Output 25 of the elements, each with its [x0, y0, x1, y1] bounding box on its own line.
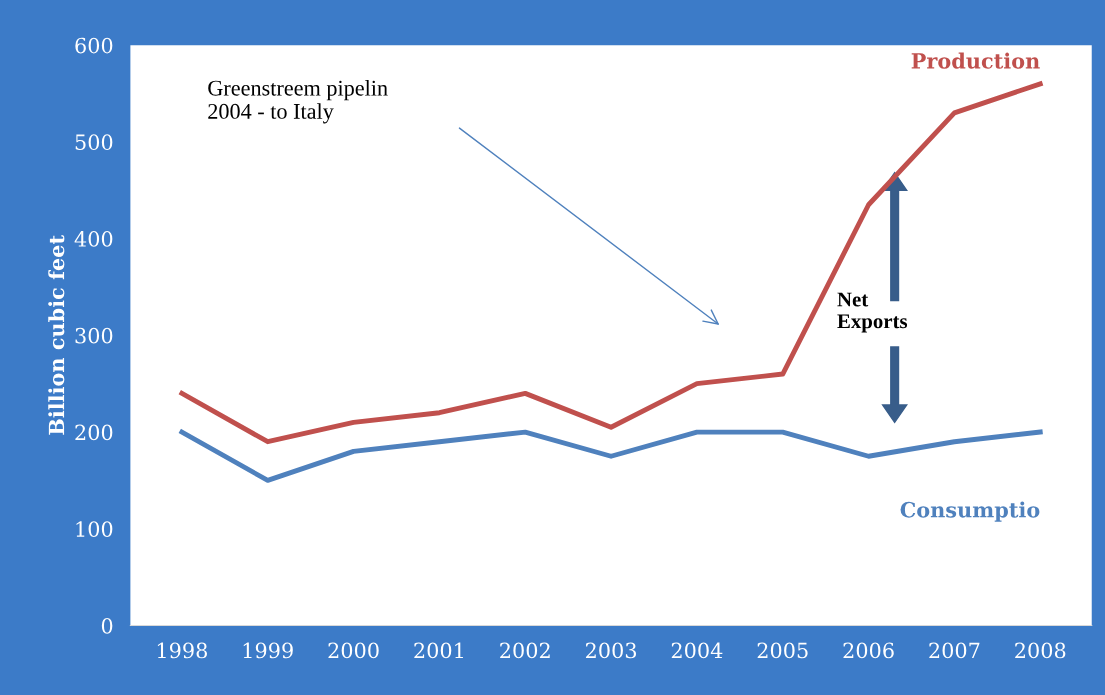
x-tick-label: 2008	[1015, 642, 1066, 659]
y-tick-label: 200	[75, 424, 113, 441]
y-tick-label: 500	[75, 134, 113, 151]
x-tick-label: 2006	[843, 642, 894, 659]
series-label: Production	[911, 52, 1040, 69]
line-series	[179, 429, 1043, 483]
x-tick-label: 2007	[929, 642, 980, 659]
y-tick-label: 400	[74, 231, 113, 247]
y-tick-label: 0	[101, 617, 113, 634]
x-tick-label: 2004	[671, 642, 723, 659]
x-tick-label: 2003	[585, 642, 637, 659]
x-tick-label: 2005	[757, 642, 808, 659]
x-tick-label: 1999	[243, 642, 293, 659]
y-tick-label: 600	[75, 37, 113, 54]
y-axis-title: Billion cubic feet	[48, 234, 65, 435]
annotation: Greenstreem pipelin 2004 - to Italy	[208, 79, 388, 124]
y-tick-label: 300	[75, 327, 113, 344]
x-tick-label: 2002	[500, 642, 550, 659]
line-series	[179, 81, 1043, 445]
annotation: Net Exports	[837, 292, 908, 333]
y-tick-label: 100	[76, 521, 113, 537]
x-tick-label: 2001	[414, 642, 463, 659]
x-tick-label: 1998	[157, 642, 207, 659]
text: Consumptio	[900, 501, 1040, 522]
x-tick-label: 2000	[328, 642, 379, 659]
